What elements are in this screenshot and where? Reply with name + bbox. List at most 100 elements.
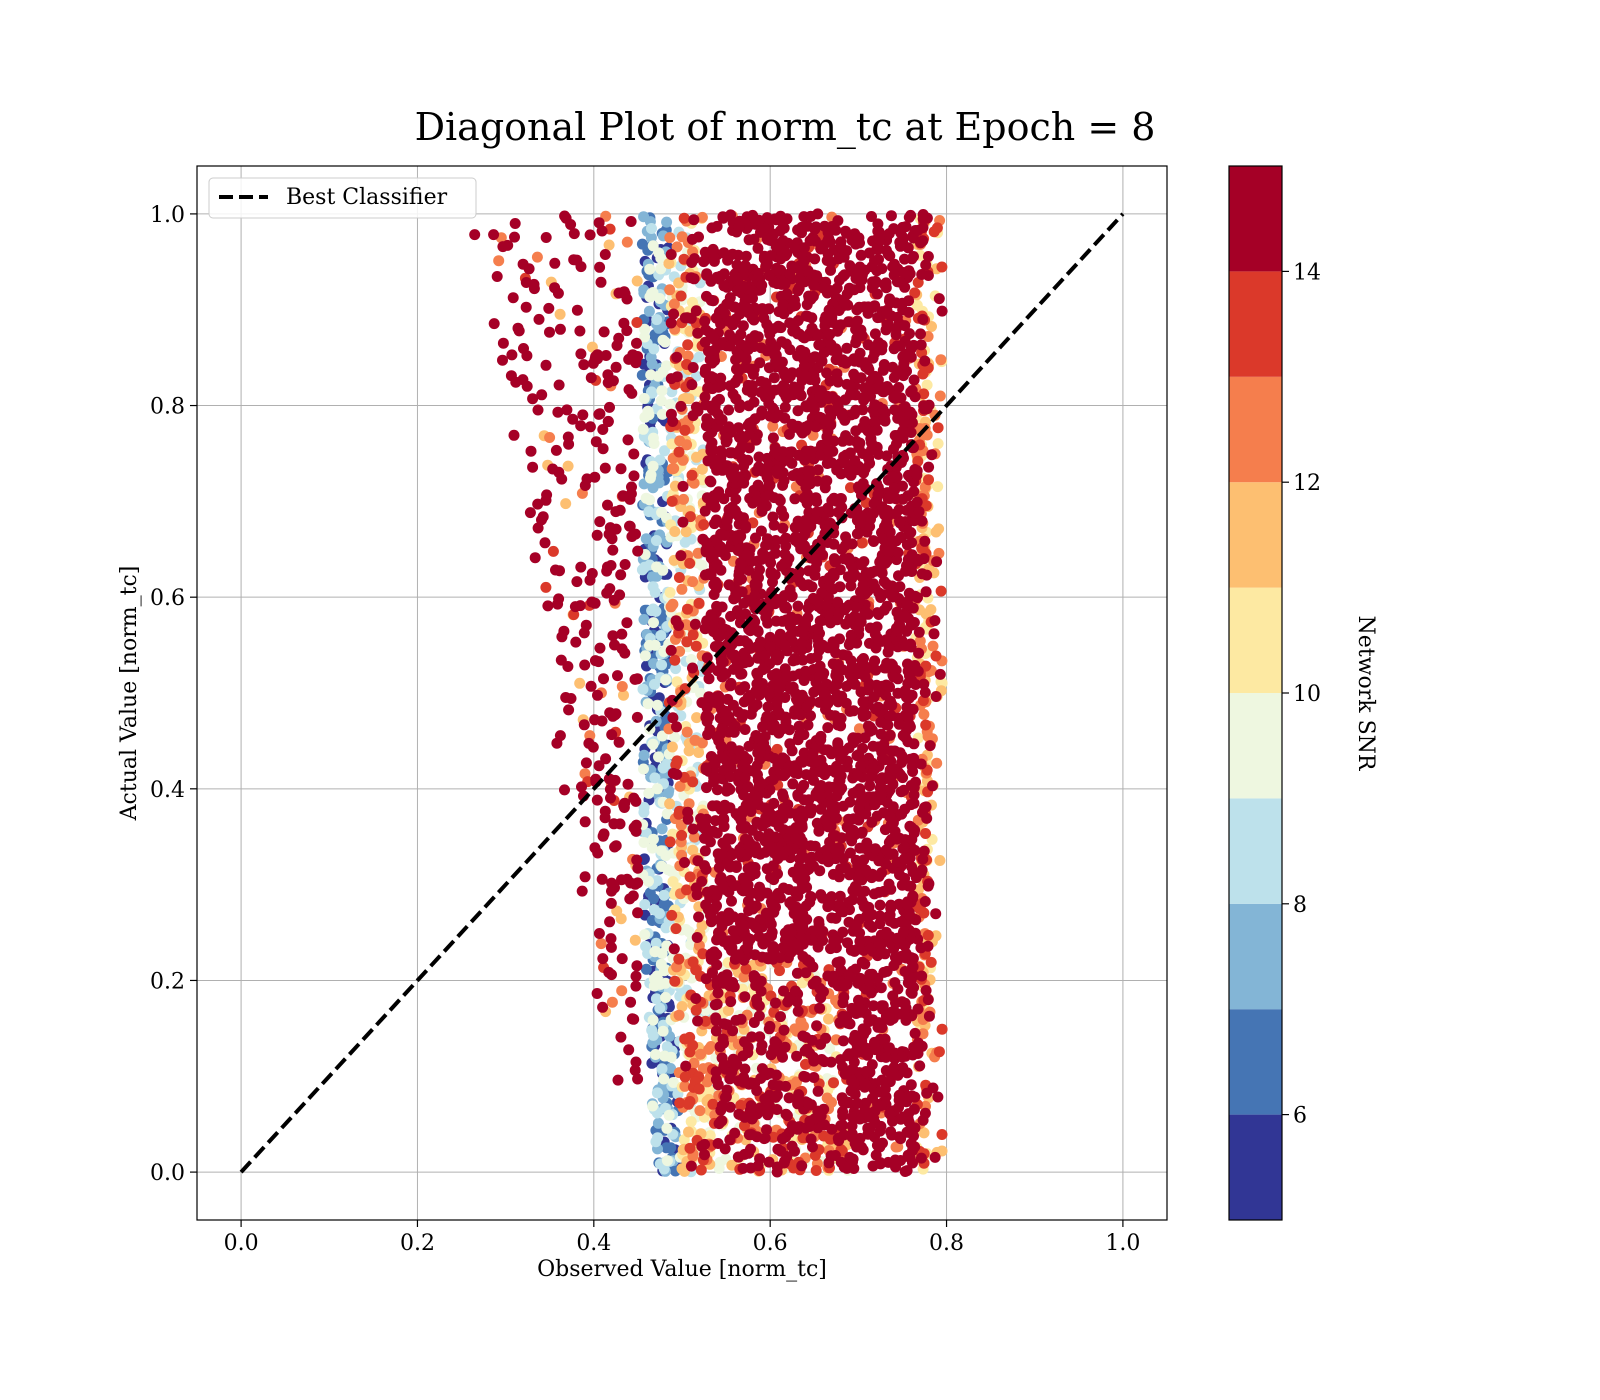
scatter-point [621, 236, 633, 248]
scatter-point [644, 263, 656, 275]
scatter-point [844, 379, 856, 391]
scatter-point [858, 653, 869, 664]
scatter-point [700, 1015, 711, 1027]
scatter-point [919, 896, 931, 907]
scatter-point [655, 630, 667, 641]
scatter-point [777, 299, 789, 311]
scatter-point [859, 1047, 871, 1059]
scatter-point [767, 576, 778, 588]
scatter-point [779, 401, 791, 413]
scatter-point [907, 1157, 918, 1169]
scatter-point [664, 232, 676, 244]
scatter-point [639, 331, 651, 343]
scatter-point [918, 907, 930, 919]
scatter-point [712, 987, 724, 999]
scatter-point [753, 451, 765, 463]
scatter-point [778, 803, 790, 815]
scatter-point [814, 1002, 826, 1014]
scatter-point [867, 352, 879, 364]
scatter-point [687, 844, 699, 856]
scatter-point [738, 920, 750, 932]
scatter-point [875, 982, 887, 994]
scatter-point [702, 382, 714, 394]
scatter-point [677, 516, 689, 528]
scatter-point [692, 1015, 704, 1027]
scatter-point [857, 477, 869, 489]
scatter-point [695, 687, 707, 699]
scatter-point [650, 993, 662, 1005]
scatter-point [705, 609, 717, 621]
scatter-point [618, 689, 629, 701]
scatter-point [851, 750, 863, 762]
scatter-point [700, 899, 712, 911]
scatter-point [603, 239, 615, 251]
scatter-point [885, 899, 897, 911]
scatter-point [651, 1087, 663, 1099]
scatter-point [868, 1000, 879, 1012]
scatter-point [820, 599, 832, 611]
scatter-point [771, 278, 783, 290]
scatter-point [648, 904, 660, 916]
scatter-point [802, 719, 814, 731]
scatter-point [743, 740, 755, 752]
scatter-point [661, 216, 673, 228]
scatter-point [814, 671, 825, 682]
scatter-point [769, 547, 781, 559]
scatter-point [901, 1126, 913, 1138]
scatter-point [837, 1035, 849, 1047]
scatter-point [795, 1016, 807, 1027]
scatter-point [739, 1063, 751, 1075]
scatter-point [855, 510, 867, 522]
scatter-point [649, 946, 661, 958]
scatter-point [691, 889, 703, 901]
scatter-point [687, 823, 699, 835]
scatter-point [792, 405, 804, 417]
scatter-point [631, 275, 643, 287]
scatter-point [701, 269, 713, 281]
scatter-point [909, 287, 921, 299]
scatter-point [754, 357, 766, 369]
scatter-point [737, 320, 749, 332]
scatter-point [642, 698, 654, 710]
scatter-point [842, 1096, 854, 1108]
scatter-point [884, 909, 896, 921]
scatter-point [789, 1145, 800, 1157]
scatter-point [908, 752, 920, 764]
scatter-point [655, 845, 667, 857]
scatter-point [593, 928, 605, 939]
scatter-point [704, 1130, 716, 1142]
scatter-point [909, 1027, 921, 1039]
scatter-point [687, 629, 699, 641]
scatter-point [696, 559, 708, 571]
scatter-point [742, 637, 754, 649]
scatter-point [855, 249, 867, 261]
scatter-point [784, 268, 796, 280]
scatter-point [920, 985, 932, 996]
scatter-point [710, 1012, 722, 1024]
scatter-point [864, 721, 876, 733]
scatter-point [824, 1043, 836, 1055]
scatter-point [874, 1125, 886, 1137]
scatter-point [885, 210, 897, 222]
scatter-point [688, 1057, 700, 1069]
scatter-point [638, 614, 650, 625]
scatter-point [656, 659, 668, 671]
scatter-point [876, 1000, 888, 1012]
scatter-point [780, 540, 792, 552]
scatter-point [818, 986, 829, 998]
scatter-point [725, 677, 737, 689]
scatter-point [731, 363, 742, 375]
scatter-point [855, 760, 867, 772]
scatter-point [936, 305, 948, 317]
scatter-point [839, 269, 851, 281]
scatter-point [923, 474, 934, 486]
scatter-point [658, 889, 670, 901]
scatter-point [678, 212, 690, 224]
scatter-point [883, 1042, 895, 1054]
scatter-point [888, 343, 900, 355]
scatter-point [791, 1050, 803, 1062]
scatter-point [931, 556, 943, 568]
scatter-point [931, 222, 943, 234]
scatter-point [666, 495, 678, 507]
scatter-point [715, 740, 727, 752]
